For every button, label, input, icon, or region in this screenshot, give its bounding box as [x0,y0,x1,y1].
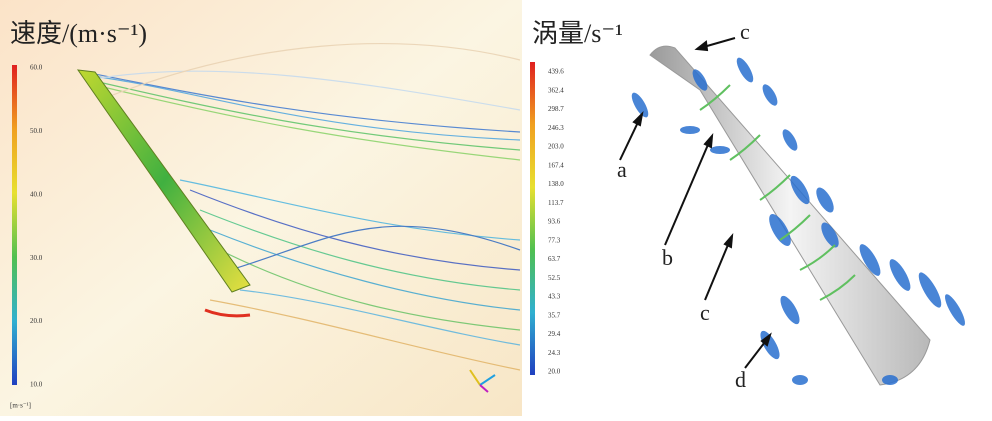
colorbar-label: 24.3 [548,349,561,357]
colorbar-label: 93.6 [548,218,561,226]
colorbar-label: 298.7 [548,105,564,113]
colorbar-label: 362.4 [548,86,564,94]
colorbar-label: 203.0 [548,143,564,151]
colorbar [530,62,535,375]
left-panel: 60.0 50.0 40.0 30.0 20.0 10.0 速度/(m·s⁻¹) [m·s… [0,0,522,416]
colorbar-label: 29.4 [548,330,561,338]
colorbar-label: 50.0 [30,127,43,135]
annotation-label: d [735,367,746,392]
title: 速度/(m·s⁻¹) [10,19,147,48]
colorbar-label: 30.0 [30,254,43,262]
annotation-label: c [740,19,750,44]
colorbar-label: 113.7 [548,199,564,207]
colorbar-label: 40.0 [30,190,43,198]
page: 60.0 50.0 40.0 30.0 20.0 10.0 速度/(m·s⁻¹) [m·s… [0,0,992,416]
colorbar-label: 35.7 [548,311,561,319]
annotation-label: b [662,245,673,270]
colorbar-label: 60.0 [30,64,43,72]
colorbar-label: 20.0 [30,317,43,325]
right-panel: 439.6 362.4 298.7 246.3 203.0 167.4 138.0 113.7… [526,0,992,416]
colorbar-label: 63.7 [548,255,561,263]
colorbar-label: 43.3 [548,293,561,301]
colorbar-label: 439.6 [548,68,564,76]
colorbar-label: 246.3 [548,124,564,132]
annotation-label: a [617,157,627,182]
figure: 60.0 50.0 40.0 30.0 20.0 10.0 速度/(m·s⁻¹) [m·s… [0,0,992,416]
title: 涡量/s⁻¹ [532,19,623,48]
annotation-label: c [700,300,710,325]
colorbar-label: 167.4 [548,161,564,169]
colorbar [12,65,17,385]
colorbar-label: 52.5 [548,274,561,282]
colorbar-label: 10.0 [30,381,43,389]
colorbar-label: 77.3 [548,236,561,244]
colorbar-unit: [m·s⁻¹] [10,402,31,410]
colorbar-label: 20.0 [548,368,561,376]
colorbar-label: 138.0 [548,180,564,188]
